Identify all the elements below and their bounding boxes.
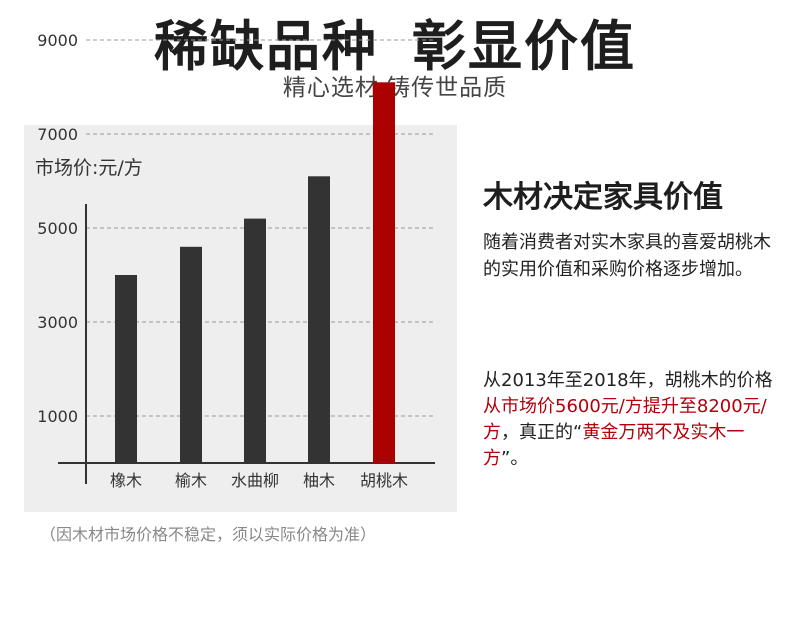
y-tick-label: 1000: [37, 407, 78, 426]
p2-highlight-quote: 黄金万两不及实木一方: [483, 422, 745, 469]
bar-4: [308, 176, 330, 464]
x-category-label: 橡木: [110, 471, 142, 490]
headline-part-2: 彰显价值: [412, 15, 636, 78]
side-paragraph-1: 随着消费者对实木家具的喜爱胡桃木的实用价值和采购价格逐步增加。: [483, 232, 771, 280]
p2-text-c: ，真正的“: [501, 422, 583, 443]
price-disclaimer: （因木材市场价格不稳定，须以实际价格为准）: [40, 525, 377, 544]
x-category-label: 榆木: [175, 471, 207, 490]
bar-1: [115, 275, 137, 463]
x-category-label: 胡桃木: [360, 471, 408, 490]
p2-highlight-price: 从市场价5600元/方提升至8200元/方: [483, 396, 767, 443]
side-title: 木材决定家具价值: [483, 180, 723, 215]
side-paragraph-2: 从2013年至2018年，胡桃木的价格从市场价5600元/方提升至8200元/方…: [483, 368, 778, 472]
p2-text-e: ”。: [501, 448, 529, 469]
p2-text-a: 从2013年至2018年，胡桃木的价格: [483, 370, 773, 391]
bar-5: [373, 82, 395, 464]
chart-unit-label: 市场价:元/方: [35, 157, 143, 179]
x-category-label: 水曲柳: [231, 471, 279, 490]
bar-2: [180, 246, 202, 463]
bar-3: [244, 218, 266, 463]
y-tick-label: 5000: [37, 219, 78, 238]
x-category-label: 柚木: [303, 471, 335, 490]
headline-part-1: 稀缺品种: [154, 15, 378, 78]
y-tick-label: 3000: [37, 313, 78, 332]
y-tick-label: 7000: [37, 125, 78, 144]
headline: 稀缺品种 彰显价值: [0, 2, 790, 81]
y-tick-label: 9000: [37, 31, 78, 50]
